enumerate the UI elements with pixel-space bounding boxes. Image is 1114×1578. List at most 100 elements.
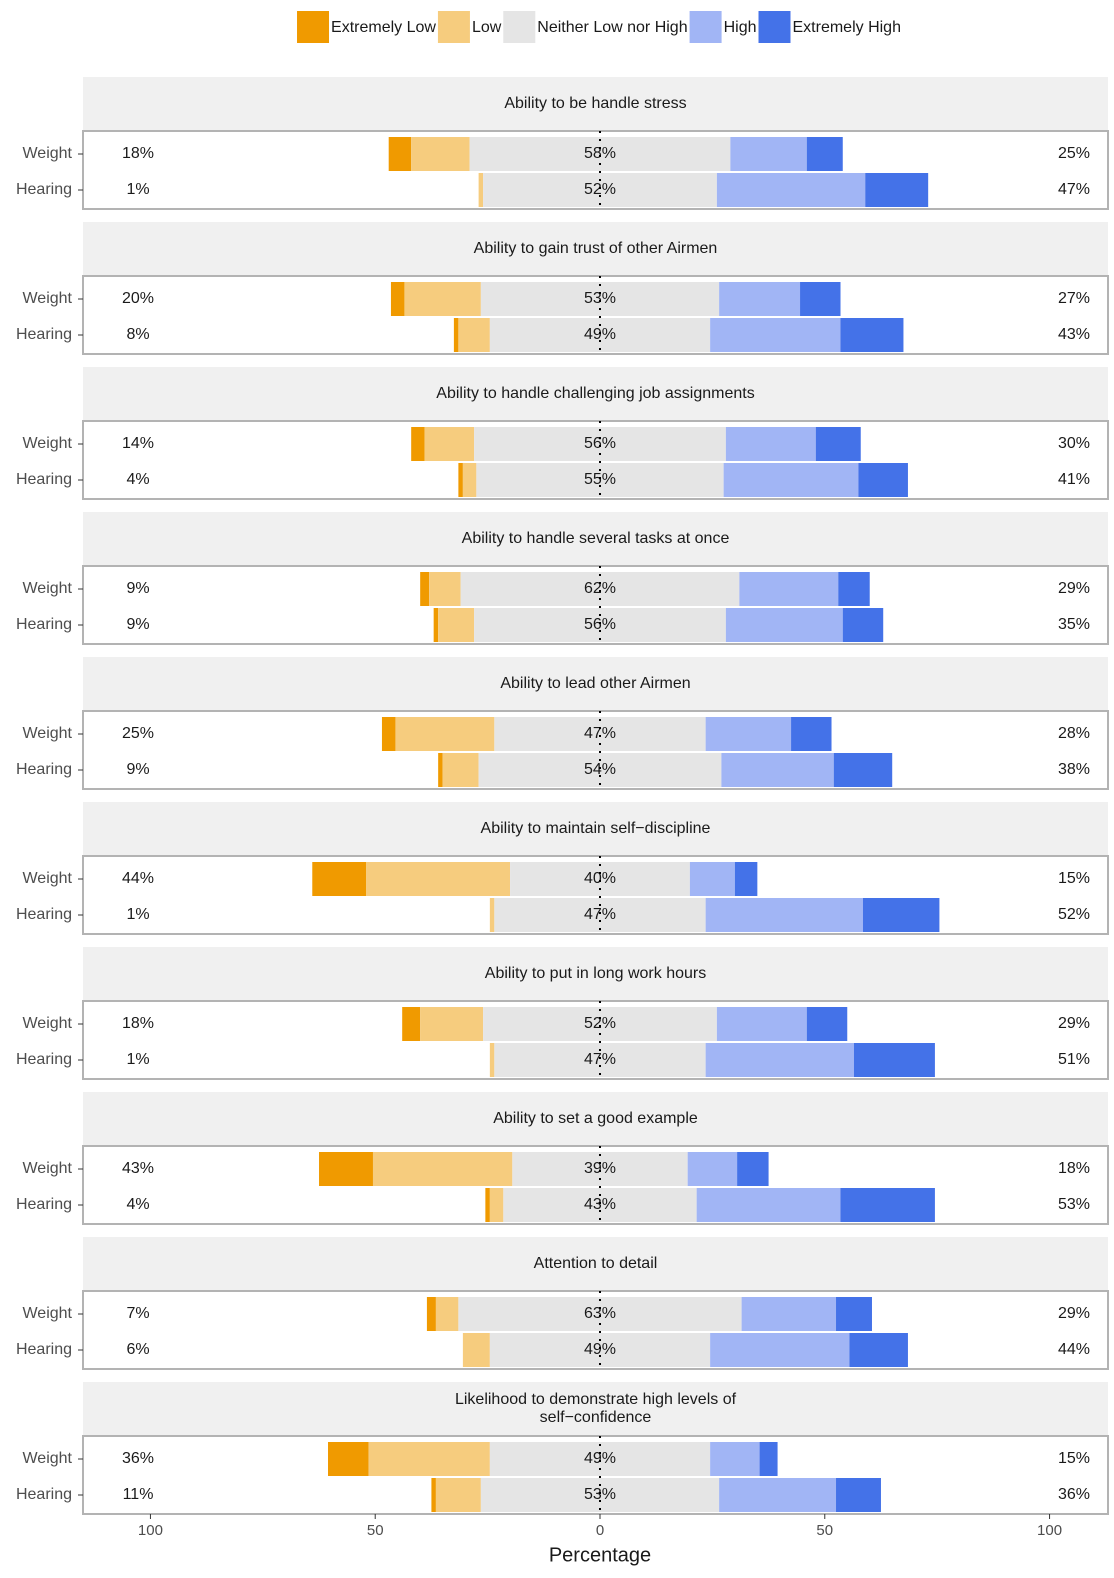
bar-segment	[741, 1297, 837, 1331]
bar-segment	[372, 1152, 513, 1186]
bar-segment	[388, 137, 412, 171]
bar-segment	[710, 1442, 760, 1476]
high-label: 30%	[1058, 435, 1090, 452]
neutral-label: 62%	[584, 580, 616, 597]
neutral-label: 49%	[584, 1341, 616, 1358]
bar-segment	[836, 1478, 881, 1512]
bar-segment	[836, 1297, 872, 1331]
high-label: 15%	[1058, 870, 1090, 887]
bar-segment	[429, 572, 461, 606]
bar-segment	[395, 717, 495, 751]
high-label: 47%	[1058, 181, 1090, 198]
bar-segment	[462, 463, 477, 497]
neutral-label: 49%	[584, 326, 616, 343]
bar-segment	[462, 1333, 490, 1367]
low-label: 9%	[126, 580, 149, 597]
high-label: 51%	[1058, 1051, 1090, 1068]
low-label: 43%	[122, 1160, 154, 1177]
strip	[83, 1237, 1108, 1291]
neutral-label: 49%	[584, 1450, 616, 1467]
strip	[83, 1092, 1108, 1146]
strip	[83, 802, 1108, 856]
bar-segment	[510, 862, 690, 896]
high-label: 36%	[1058, 1486, 1090, 1503]
strip-title: Ability to lead other Airmen	[500, 675, 690, 692]
bar-segment	[489, 1442, 711, 1476]
bar-segment	[853, 1043, 935, 1077]
bar-segment	[478, 173, 484, 207]
bar-segment	[458, 463, 463, 497]
bar-segment	[710, 318, 841, 352]
bar-segment	[458, 318, 490, 352]
bar-segment	[734, 862, 758, 896]
y-label: Weight	[22, 870, 72, 887]
y-label: Hearing	[16, 1196, 72, 1213]
bar-segment	[710, 1333, 850, 1367]
bar-segment	[438, 608, 475, 642]
strip-title: Ability to gain trust of other Airmen	[474, 240, 718, 257]
bar-segment	[840, 1188, 935, 1222]
bar-segment	[433, 608, 439, 642]
high-label: 44%	[1058, 1341, 1090, 1358]
bar-segment	[431, 1478, 436, 1512]
neutral-label: 47%	[584, 725, 616, 742]
legend-swatch	[437, 11, 470, 43]
y-label: Weight	[22, 1450, 72, 1467]
neutral-label: 52%	[584, 181, 616, 198]
low-label: 1%	[126, 181, 149, 198]
strip	[83, 657, 1108, 711]
y-label: Weight	[22, 1015, 72, 1032]
bar-segment	[865, 173, 929, 207]
high-label: 25%	[1058, 145, 1090, 162]
strip-title: Ability to be handle stress	[504, 95, 686, 112]
bar-segment	[453, 318, 459, 352]
low-label: 44%	[122, 870, 154, 887]
y-label: Hearing	[16, 1486, 72, 1503]
bar-segment	[480, 1478, 720, 1512]
bar-segment	[725, 427, 816, 461]
y-label: Weight	[22, 145, 72, 162]
bar-segment	[489, 1043, 495, 1077]
bar-segment	[494, 1043, 706, 1077]
low-label: 20%	[122, 290, 154, 307]
bar-segment	[862, 898, 940, 932]
low-label: 7%	[126, 1305, 149, 1322]
bar-segment	[723, 463, 859, 497]
bar-segment	[319, 1152, 373, 1186]
bar-segment	[328, 1442, 369, 1476]
neutral-label: 43%	[584, 1196, 616, 1213]
bar-segment	[474, 427, 726, 461]
bar-segment	[806, 137, 843, 171]
high-label: 28%	[1058, 725, 1090, 742]
bar-segment	[411, 427, 425, 461]
high-label: 52%	[1058, 906, 1090, 923]
bar-segment	[719, 282, 801, 316]
strip	[83, 367, 1108, 421]
bar-segment	[489, 318, 711, 352]
bar-segment	[719, 1478, 837, 1512]
high-label: 29%	[1058, 1015, 1090, 1032]
bar-segment	[494, 898, 706, 932]
strip	[83, 222, 1108, 276]
neutral-label: 56%	[584, 435, 616, 452]
high-label: 18%	[1058, 1160, 1090, 1177]
bar-segment	[483, 1007, 717, 1041]
low-label: 18%	[122, 145, 154, 162]
bar-segment	[721, 753, 834, 787]
neutral-label: 54%	[584, 761, 616, 778]
bar-segment	[696, 1188, 841, 1222]
bar-segment	[503, 1188, 697, 1222]
bar-segment	[737, 1152, 769, 1186]
bar-segment	[800, 282, 841, 316]
bar-segment	[840, 318, 904, 352]
bar-segment	[689, 862, 735, 896]
strip-title: Ability to maintain self−discipline	[481, 820, 711, 837]
low-label: 25%	[122, 725, 154, 742]
bar-segment	[366, 862, 511, 896]
low-label: 14%	[122, 435, 154, 452]
y-label: Hearing	[16, 761, 72, 778]
strip-title: Likelihood to demonstrate high levels of	[455, 1391, 737, 1408]
y-label: Weight	[22, 435, 72, 452]
legend-label: Low	[472, 19, 502, 36]
bar-segment	[312, 862, 367, 896]
